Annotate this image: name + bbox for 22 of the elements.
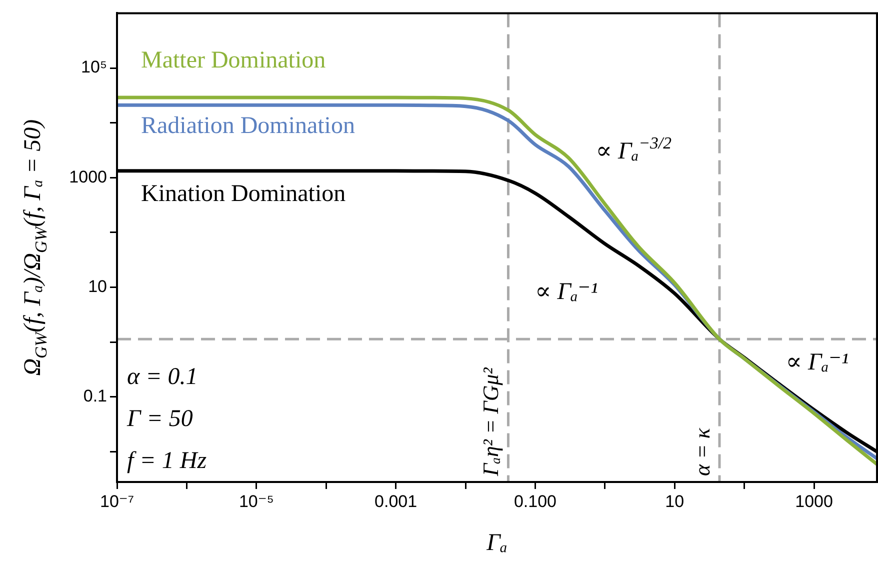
- series-label: Kination Domination: [141, 180, 346, 207]
- x-tick-label: 10⁻⁵: [238, 492, 274, 511]
- x-axis-title: Γₐ: [486, 530, 508, 556]
- ref-line-label: α = κ: [689, 428, 714, 476]
- series-label: Radiation Domination: [141, 113, 355, 140]
- x-tick-label: 10: [665, 492, 684, 511]
- x-tick-label: 10⁻⁷: [100, 492, 134, 511]
- x-tick-label: 0.100: [514, 492, 557, 511]
- x-tick-label: 0.001: [374, 492, 418, 511]
- ref-line-label: Γₐη² = ΓGμ²: [478, 367, 504, 477]
- series-label: Matter Domination: [141, 47, 326, 74]
- annotation: f = 1 Hz: [127, 448, 208, 474]
- y-tick-label: 1000: [69, 167, 107, 186]
- annotation: α = 0.1: [127, 364, 198, 390]
- y-axis-title: ΩGW(f, Γₐ)/ΩGW(f, Γₐ = 50): [20, 119, 51, 376]
- y-tick-label: 0.1: [83, 386, 107, 406]
- y-tick-label: 10⁵: [81, 58, 107, 77]
- x-tick-label: 1000: [795, 492, 833, 511]
- annotation: ∝ Γₐ⁻¹: [535, 279, 598, 306]
- y-tick-label: 10: [88, 276, 107, 296]
- annotation: ∝ Γₐ⁻¹: [786, 349, 849, 376]
- annotation: Γ = 50: [126, 406, 193, 432]
